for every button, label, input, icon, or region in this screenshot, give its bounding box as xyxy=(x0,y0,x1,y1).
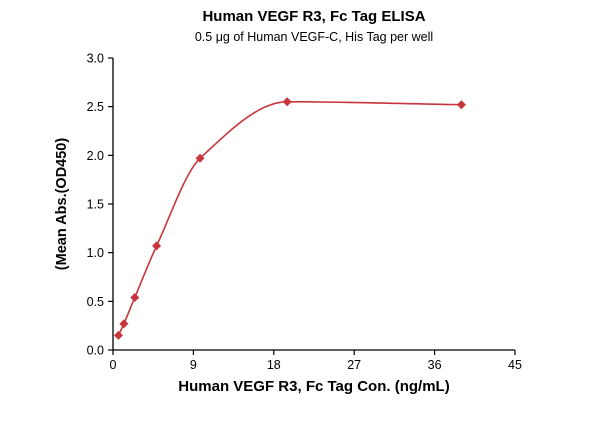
x-tick-label: 18 xyxy=(267,358,281,372)
chart-subtitle: 0.5 μg of Human VEGF-C, His Tag per well xyxy=(194,30,434,44)
y-tick-label: 0.5 xyxy=(87,295,104,309)
data-point xyxy=(113,330,123,340)
y-tick-label: 2.0 xyxy=(87,149,104,163)
data-point xyxy=(119,319,129,329)
data-point xyxy=(282,97,292,107)
chart-title: Human VEGF R3, Fc Tag ELISA xyxy=(202,8,426,25)
x-tick-label: 27 xyxy=(347,358,361,372)
data-point xyxy=(152,241,162,251)
data-point xyxy=(130,292,140,302)
x-tick-label: 0 xyxy=(110,358,117,372)
data-point xyxy=(456,100,466,110)
y-tick-label: 2.5 xyxy=(87,100,104,114)
fit-curve-series-0 xyxy=(117,101,462,336)
y-tick-label: 0.0 xyxy=(87,344,104,358)
x-axis-label: Human VEGF R3, Fc Tag Con. (ng/mL) xyxy=(178,378,450,395)
x-tick-label: 36 xyxy=(428,358,442,372)
y-tick-label: 1.0 xyxy=(87,246,104,260)
y-tick-label: 1.5 xyxy=(87,198,104,212)
x-tick-label: 9 xyxy=(190,358,197,372)
data-point xyxy=(195,153,205,163)
x-tick-label: 45 xyxy=(508,358,522,372)
y-tick-label: 3.0 xyxy=(87,52,104,66)
